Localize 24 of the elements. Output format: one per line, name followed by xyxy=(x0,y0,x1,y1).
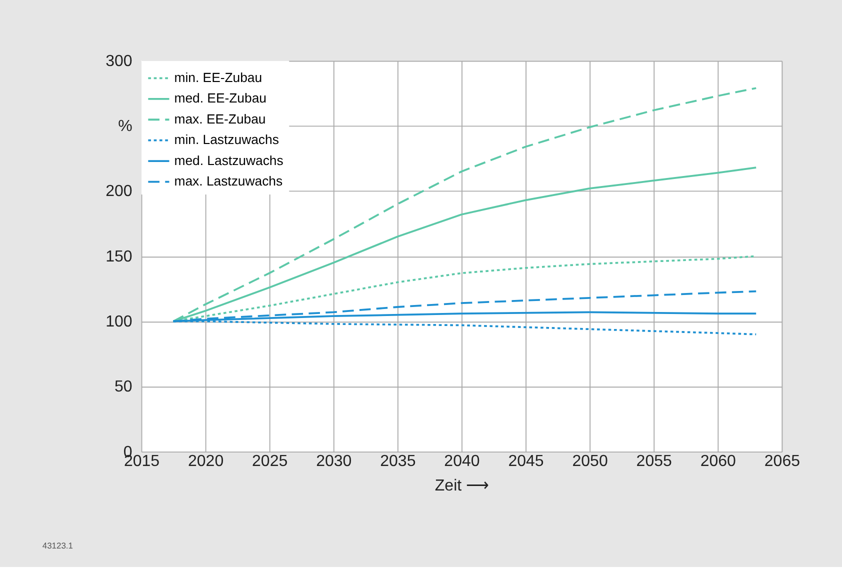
legend-label: min. EE-Zubau xyxy=(174,70,262,85)
x-axis-title: Zeit ⟶ xyxy=(434,478,490,495)
x-tick-label: 2040 xyxy=(444,453,480,470)
x-tick-label: 2035 xyxy=(380,453,416,470)
x-tick-label: 2045 xyxy=(508,453,544,470)
x-tick-label: 2030 xyxy=(316,453,352,470)
text: 43123.1 xyxy=(42,540,74,551)
y-tick-label: 300 xyxy=(106,52,132,70)
y-tick-label: % xyxy=(118,118,132,136)
x-tick-label: 2025 xyxy=(252,453,288,470)
legend-label: max. Lastzuwachs xyxy=(174,174,283,189)
y-tick-label: 200 xyxy=(106,183,132,200)
x-tick-label: 2060 xyxy=(700,453,736,470)
legend-label: med. Lastzuwachs xyxy=(174,152,284,168)
legend-label: med. EE-Zubau xyxy=(174,90,266,106)
legend-label: min. Lastzuwachs xyxy=(174,132,280,148)
y-tick-label: 150 xyxy=(106,248,132,266)
x-tick-label: 2050 xyxy=(572,453,608,470)
y-tick-label: 50 xyxy=(114,378,132,396)
x-tick-label: 2055 xyxy=(636,453,672,470)
y-tick-label: 100 xyxy=(106,314,132,331)
x-tick-label: 2020 xyxy=(188,453,224,470)
legend-label: max. EE-Zubau xyxy=(174,111,266,126)
x-tick-label: 2065 xyxy=(764,453,800,470)
